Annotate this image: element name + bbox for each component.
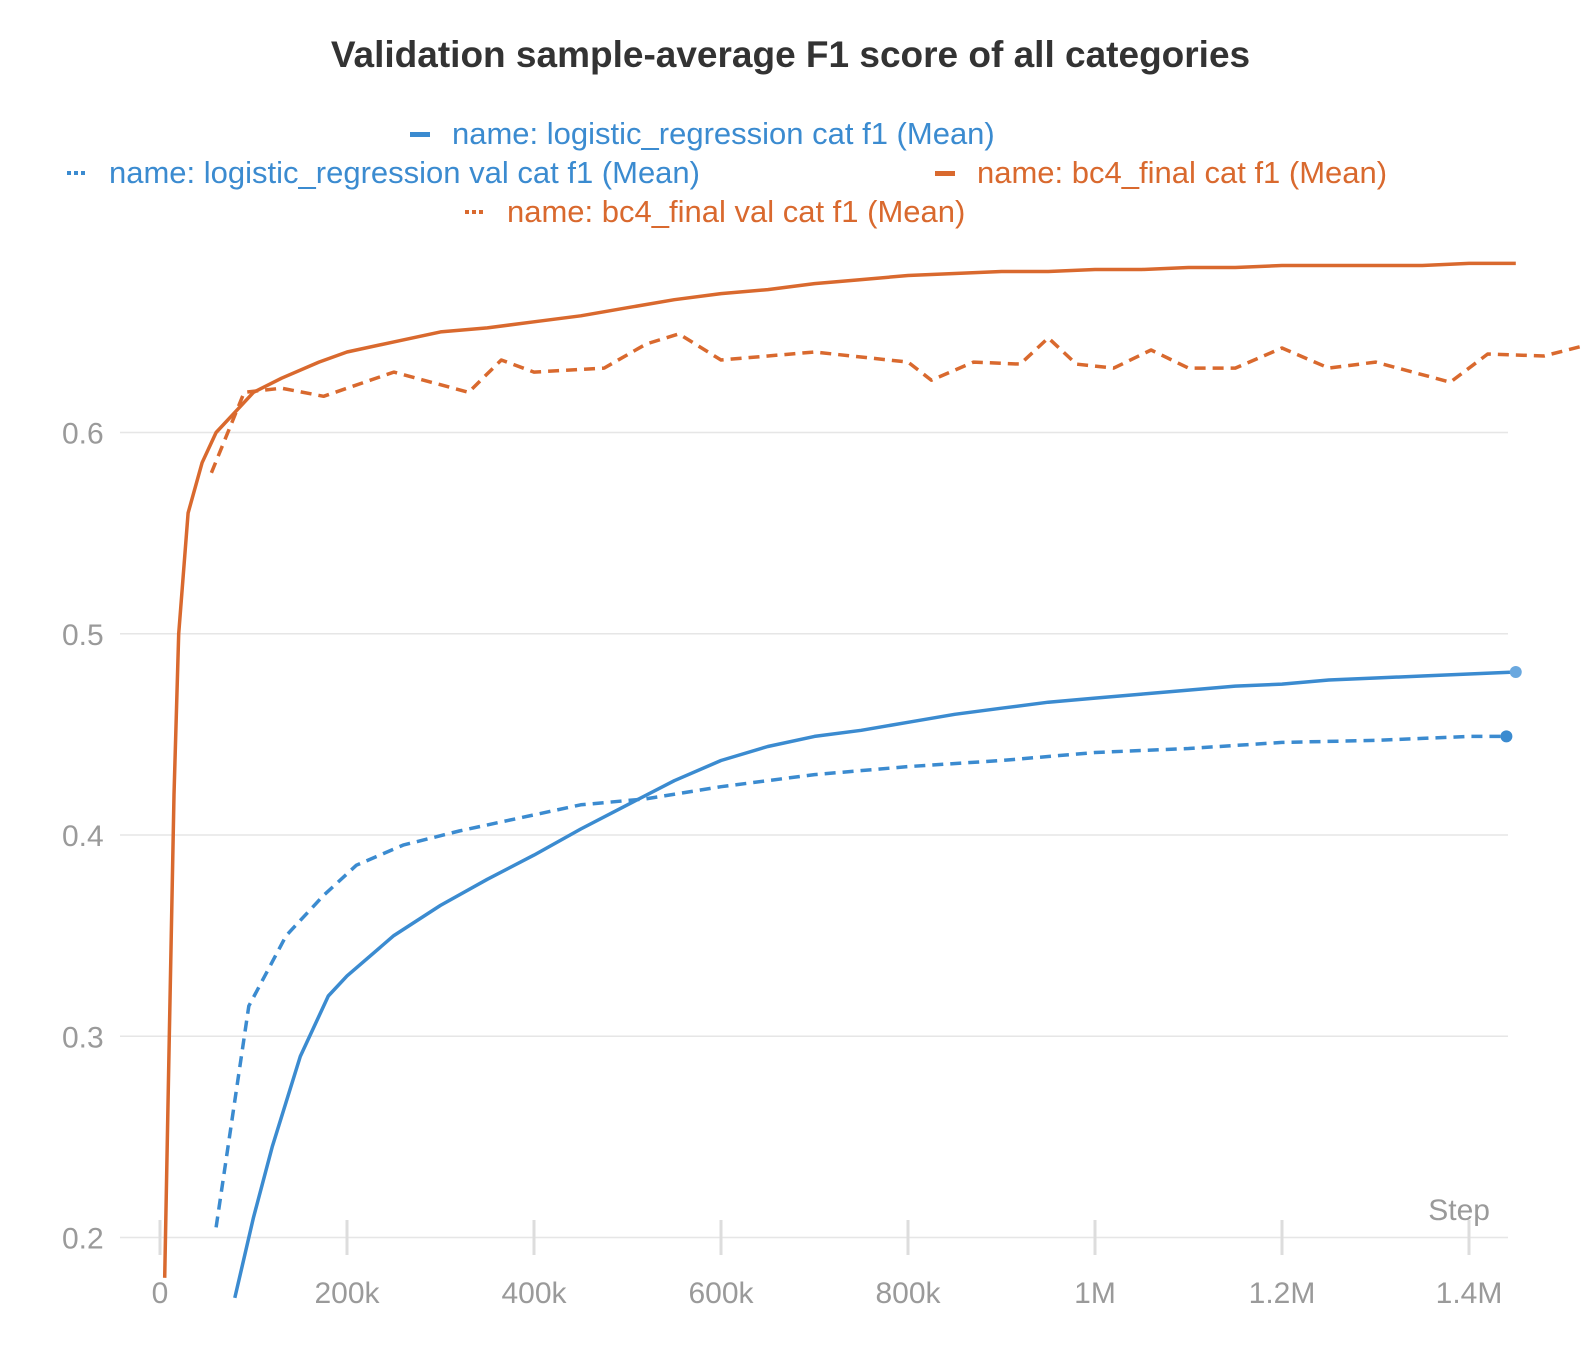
series-line-0[interactable]: [233, 670, 1516, 1299]
y-tick-label: 0.5: [62, 619, 104, 652]
legend-swatch-lr-val: [67, 171, 87, 175]
legend-item-lr-train[interactable]: name: logistic_regression cat f1 (Mean): [410, 116, 995, 152]
y-tick-label: 0.3: [62, 1021, 104, 1054]
series-line-1[interactable]: [214, 734, 1507, 1228]
legend-item-lr-val[interactable]: name: logistic_regression val cat f1 (Me…: [67, 155, 700, 191]
x-tick-label: 0: [152, 1277, 169, 1310]
x-tick-label: 600k: [688, 1277, 754, 1310]
series-end-marker-0[interactable]: [1509, 665, 1522, 678]
legend-item-bc4-val[interactable]: name: bc4_final val cat f1 (Mean): [465, 194, 965, 230]
legend-swatch-bc4-val: [465, 210, 485, 214]
legend-label-bc4-train: name: bc4_final cat f1 (Mean): [977, 155, 1388, 190]
legend-swatch-lr-train: [410, 131, 430, 137]
chart-title: Validation sample-average F1 score of al…: [330, 34, 1251, 75]
legend-label-lr-val: name: logistic_regression val cat f1 (Me…: [109, 155, 700, 190]
legend-label-lr-train: name: logistic_regression cat f1 (Mean): [452, 116, 995, 151]
legend-label-bc4-val: name: bc4_final val cat f1 (Mean): [507, 194, 966, 229]
x-tick-label: 200k: [314, 1277, 380, 1310]
series-line-3[interactable]: [209, 332, 1581, 474]
x-tick-label: 800k: [875, 1277, 941, 1310]
series-group: [162, 261, 1581, 1299]
x-tick-label: 1M: [1074, 1277, 1116, 1310]
legend-item-bc4-train[interactable]: name: bc4_final cat f1 (Mean): [935, 155, 1387, 191]
x-tick-label: 400k: [501, 1277, 567, 1310]
y-tick-label: 0.2: [62, 1223, 104, 1256]
y-tick-label: 0.6: [62, 418, 104, 451]
series-line-2[interactable]: [162, 261, 1516, 1278]
series-end-marker-1[interactable]: [1500, 730, 1513, 743]
y-tick-label: 0.4: [62, 820, 104, 853]
x-tick-label: 1.2M: [1249, 1277, 1316, 1310]
x-tick-label: 1.4M: [1436, 1277, 1503, 1310]
x-axis-label: Step: [1428, 1194, 1490, 1227]
legend-swatch-bc4-train: [935, 170, 955, 176]
